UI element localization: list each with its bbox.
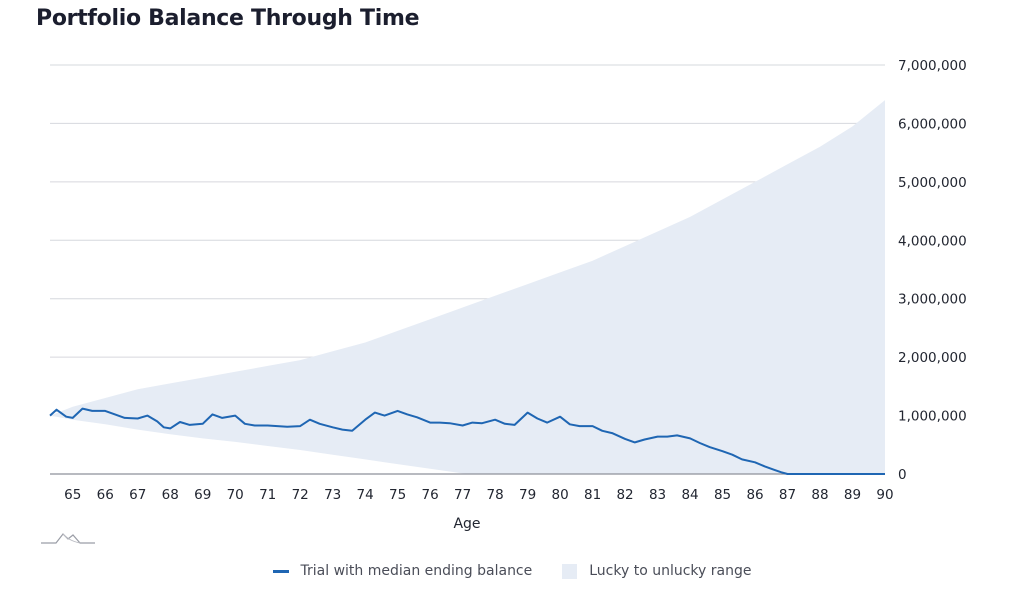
x-tick-label: 87 <box>779 487 796 503</box>
x-tick-label: 66 <box>97 487 114 503</box>
x-tick-label: 70 <box>227 487 244 503</box>
legend-label-median: Trial with median ending balance <box>300 563 533 579</box>
median-line-layer <box>49 407 885 475</box>
x-tick-label: 68 <box>162 487 179 503</box>
x-tick-label: 79 <box>519 487 536 503</box>
x-tick-label: 76 <box>422 487 439 503</box>
legend-label-range: Lucky to unlucky range <box>589 563 752 579</box>
y-tick-label: 2,000,000 <box>898 350 967 366</box>
median-line-swatch <box>272 569 289 573</box>
x-axis-label: Age <box>453 516 480 532</box>
x-tick-label: 80 <box>552 487 569 503</box>
x-tick-label: 86 <box>746 487 763 503</box>
x-tick-label: 84 <box>681 487 698 503</box>
x-tick-label: 83 <box>649 487 666 503</box>
mountain-logo-icon <box>41 533 95 544</box>
y-tick-label: 3,000,000 <box>898 292 967 308</box>
y-tick-label: 0 <box>898 467 907 483</box>
x-tick-label: 89 <box>844 487 861 503</box>
x-tick-label: 73 <box>324 487 341 503</box>
legend-item-range[interactable]: Lucky to unlucky range <box>562 563 751 579</box>
x-tick-label: 72 <box>292 487 309 503</box>
x-tick-label: 67 <box>129 487 146 503</box>
x-tick-label: 88 <box>811 487 828 503</box>
x-tick-label: 90 <box>876 487 893 503</box>
x-tick-label: 85 <box>714 487 731 503</box>
x-tick-label: 77 <box>454 487 471 503</box>
range-area-layer <box>50 100 885 474</box>
chart-legend: Trial with median ending balance Lucky t… <box>0 560 1024 582</box>
x-tick-label: 74 <box>357 487 374 503</box>
x-tick-label: 71 <box>259 487 276 503</box>
y-tick-label: 7,000,000 <box>898 58 967 74</box>
legend-item-median[interactable]: Trial with median ending balance <box>272 563 533 579</box>
y-tick-label: 1,000,000 <box>898 409 967 425</box>
y-tick-label: 4,000,000 <box>898 233 967 249</box>
x-tick-label: 65 <box>64 487 81 503</box>
median-balance-line <box>49 407 885 475</box>
y-tick-label: 5,000,000 <box>898 175 967 191</box>
chart-title: Portfolio Balance Through Time <box>36 6 420 31</box>
x-tick-label: 81 <box>584 487 601 503</box>
x-tick-label: 69 <box>194 487 211 503</box>
x-tick-label: 78 <box>487 487 504 503</box>
range-area-swatch <box>562 563 578 579</box>
y-axis-ticks: 0 1,000,000 2,000,000 3,000,000 4,000,000 5,0… <box>898 58 967 483</box>
y-tick-label: 6,000,000 <box>898 116 967 132</box>
x-axis-ticks: 65 66 67 68 69 70 71 72 73 74 75 76 77 78 79 80 81 82 83 84… <box>64 487 893 503</box>
lucky-unlucky-range-area <box>50 100 885 474</box>
x-tick-label: 75 <box>389 487 406 503</box>
x-tick-label: 82 <box>616 487 633 503</box>
